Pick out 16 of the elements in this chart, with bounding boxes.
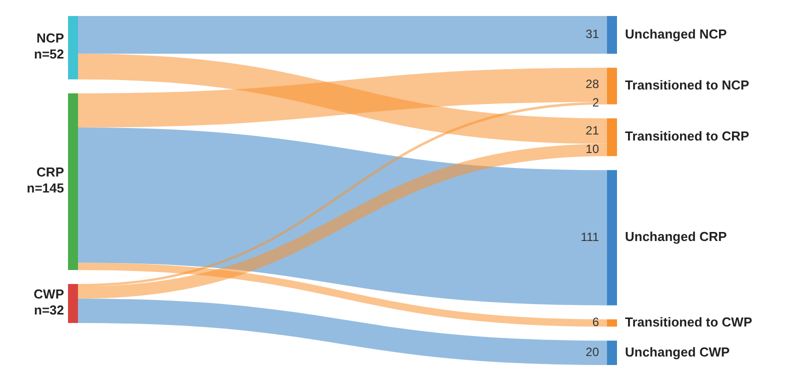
- category-label: Unchanged NCP: [625, 26, 728, 42]
- category-label: Unchanged CWP: [625, 344, 730, 360]
- text: NCP n=52: [34, 31, 64, 62]
- data-label: 31: [586, 27, 600, 42]
- data-label: 10: [586, 142, 600, 156]
- category-label: Transitioned to NCP: [625, 77, 750, 92]
- data-label: 6: [592, 315, 600, 330]
- text: CWP n=32: [34, 286, 64, 318]
- data-label: 20: [586, 344, 600, 359]
- data-label: 28: [586, 76, 600, 91]
- category-label: Transitioned to CRP: [625, 128, 750, 144]
- data-label: 111: [580, 230, 600, 244]
- data-label: 21: [586, 123, 600, 138]
- category-label: Unchanged CRP: [625, 229, 728, 244]
- text: CRP n=145: [26, 165, 64, 196]
- category-label: Transitioned to CWP: [625, 314, 752, 330]
